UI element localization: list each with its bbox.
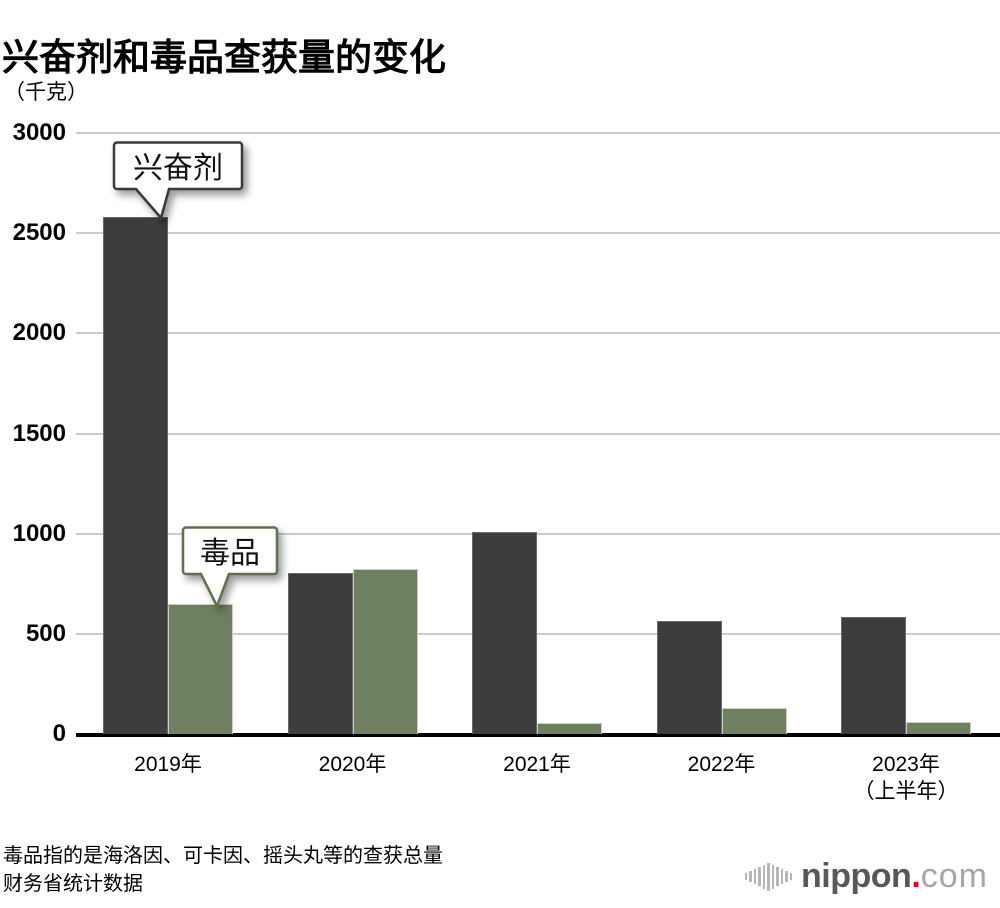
logo-dot: . bbox=[911, 857, 921, 895]
x-tick-label: 2019年 bbox=[134, 753, 202, 776]
y-tick-label: 1000 bbox=[12, 519, 66, 547]
x-tick-label: 2021年 bbox=[503, 753, 571, 776]
y-tick-label: 0 bbox=[52, 720, 66, 747]
callout-drugs-label: 毒品 bbox=[200, 537, 260, 570]
bar-兴奋剂-2022年 bbox=[656, 621, 722, 734]
gridline-2500 bbox=[76, 232, 1000, 235]
callout-drugs: 毒品 bbox=[181, 526, 293, 612]
bar-毒品-2019年 bbox=[168, 604, 233, 734]
gridline-500 bbox=[76, 632, 1000, 635]
bar-毒品-2022年 bbox=[721, 708, 787, 734]
y-tick-label: 1500 bbox=[12, 419, 66, 447]
x-tick-label: 2023年 （上半年） bbox=[853, 753, 959, 803]
bar-兴奋剂-2021年 bbox=[472, 532, 537, 734]
y-tick-label: 2500 bbox=[12, 219, 66, 247]
y-tick-label: 500 bbox=[25, 619, 66, 647]
footnote-source: 财务省统计数据 bbox=[3, 873, 143, 895]
bar-兴奋剂-2019年 bbox=[103, 217, 168, 734]
callout-drugs-shape bbox=[181, 526, 279, 610]
gridline-2000 bbox=[76, 332, 1000, 335]
nippon-com-logo: nippon. com bbox=[744, 857, 988, 896]
y-tick-label: 2000 bbox=[12, 319, 66, 347]
bar-毒品-2021年 bbox=[537, 723, 602, 734]
logo-name: nippon bbox=[801, 857, 912, 895]
y-tick-label: 3000 bbox=[12, 119, 66, 146]
gridline-3000 bbox=[76, 132, 1000, 134]
callout-drugs-bubble bbox=[181, 526, 279, 610]
logo-suffix: com bbox=[920, 857, 988, 895]
x-axis-line bbox=[76, 733, 1000, 737]
gridline-1500 bbox=[76, 432, 1000, 435]
x-tick-label: 2020年 bbox=[318, 753, 387, 776]
callout-stimulants-shape bbox=[112, 141, 244, 221]
chart-title: 兴奋剂和毒品查获量的变化 bbox=[2, 36, 446, 78]
logo-wordmark: nippon. com bbox=[801, 857, 988, 896]
gridline-1000 bbox=[76, 532, 1000, 535]
callout-stimulants: 兴奋剂 bbox=[112, 141, 262, 225]
bar-兴奋剂-2023年 bbox=[841, 617, 906, 734]
nippon-soundwave-icon bbox=[744, 862, 793, 891]
y-axis-unit-label: （千克） bbox=[4, 81, 88, 104]
bar-毒品-2020年 bbox=[352, 569, 418, 734]
bar-兴奋剂-2020年 bbox=[287, 573, 353, 734]
footnote-definition: 毒品指的是海洛因、可卡因、摇头丸等的查获总量 bbox=[3, 845, 443, 867]
callout-stimulants-label: 兴奋剂 bbox=[133, 152, 223, 185]
x-tick-label: 2022年 bbox=[687, 753, 756, 776]
bar-毒品-2023年 bbox=[906, 722, 971, 734]
callout-stimulants-bubble bbox=[112, 141, 244, 221]
